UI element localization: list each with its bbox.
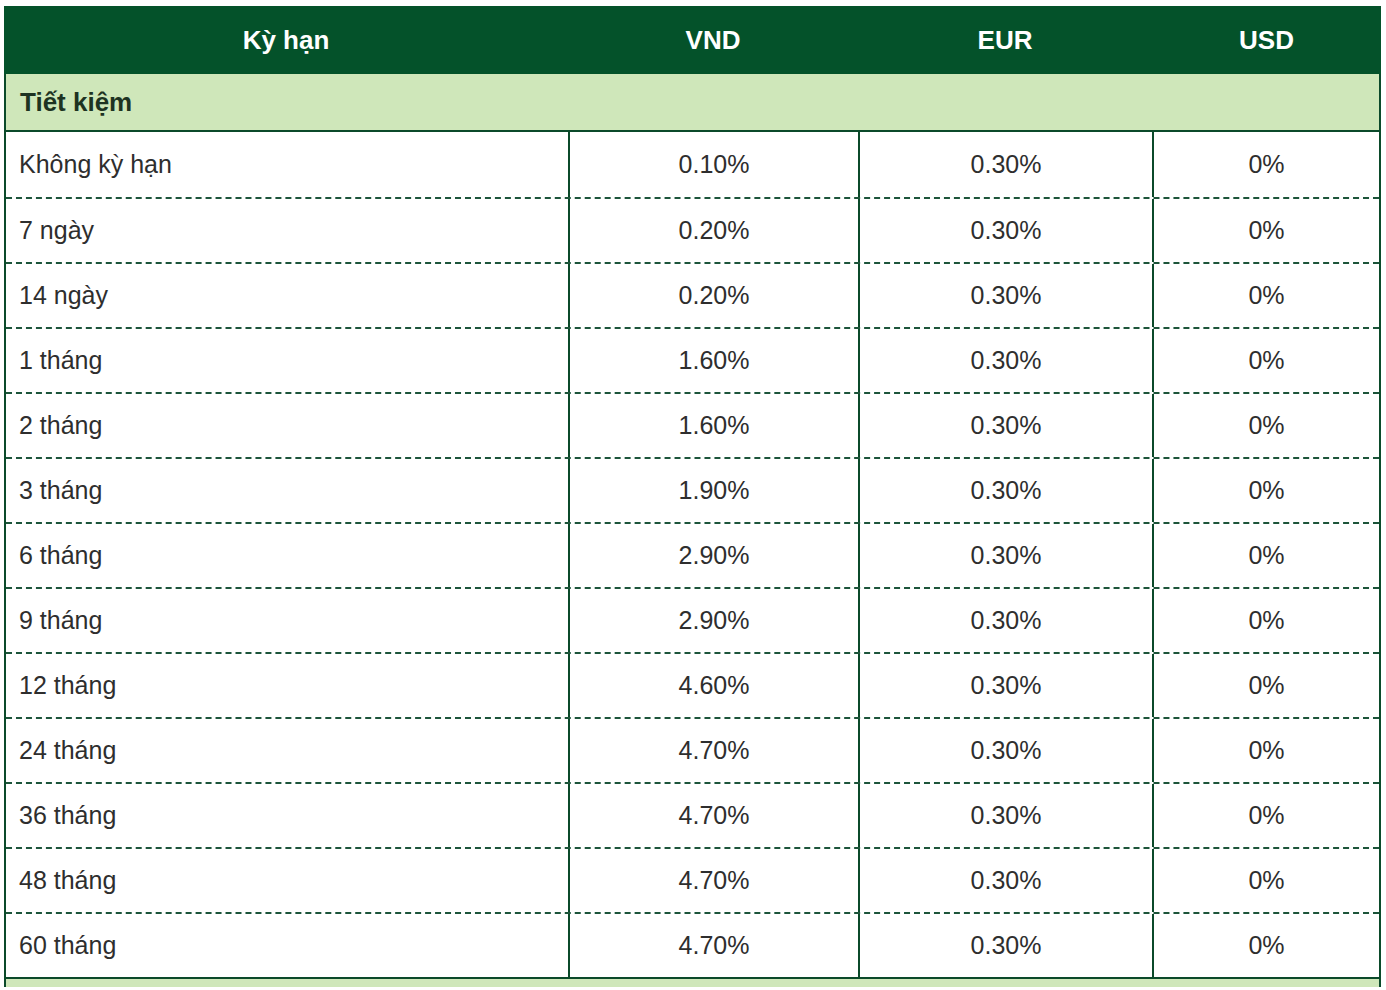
table-row: 7 ngày0.20%0.30%0% — [6, 197, 1379, 262]
rate-cell-eur: 0.30% — [858, 849, 1152, 912]
table-row: 3 tháng1.90%0.30%0% — [6, 457, 1379, 522]
rate-cell-eur: 0.30% — [858, 199, 1152, 262]
rate-cell-vnd: 1.60% — [568, 394, 858, 457]
rate-cell-vnd: 0.20% — [568, 199, 858, 262]
rate-cell-vnd: 2.90% — [568, 524, 858, 587]
rate-cell-eur: 0.30% — [858, 784, 1152, 847]
rate-cell-eur: 0.30% — [858, 132, 1152, 197]
rate-cell-vnd: 4.70% — [568, 849, 858, 912]
term-cell: 24 tháng — [6, 719, 568, 782]
table-row: 6 tháng2.90%0.30%0% — [6, 522, 1379, 587]
rate-cell-vnd: 4.60% — [568, 654, 858, 717]
rate-cell-eur: 0.30% — [858, 394, 1152, 457]
table-row: 36 tháng4.70%0.30%0% — [6, 782, 1379, 847]
rate-cell-eur: 0.30% — [858, 264, 1152, 327]
rate-cell-vnd: 4.70% — [568, 914, 858, 977]
rate-cell-eur: 0.30% — [858, 914, 1152, 977]
rate-cell-eur: 0.30% — [858, 524, 1152, 587]
term-cell: 9 tháng — [6, 589, 568, 652]
table-row: 60 tháng4.70%0.30%0% — [6, 912, 1379, 977]
table-row: 2 tháng1.60%0.30%0% — [6, 392, 1379, 457]
term-cell: 3 tháng — [6, 459, 568, 522]
table-header-row: Kỳ hạn VND EUR USD — [4, 6, 1381, 74]
rate-cell-vnd: 0.10% — [568, 132, 858, 197]
rate-cell-eur: 0.30% — [858, 329, 1152, 392]
column-header-vnd: VND — [568, 6, 858, 74]
rate-cell-usd: 0% — [1152, 914, 1379, 977]
rate-cell-usd: 0% — [1152, 654, 1379, 717]
rate-cell-vnd: 4.70% — [568, 719, 858, 782]
table-row: 14 ngày0.20%0.30%0% — [6, 262, 1379, 327]
rate-cell-usd: 0% — [1152, 589, 1379, 652]
term-cell: 12 tháng — [6, 654, 568, 717]
table-row: 1 tháng1.60%0.30%0% — [6, 327, 1379, 392]
table-row: 12 tháng4.60%0.30%0% — [6, 652, 1379, 717]
term-cell: 2 tháng — [6, 394, 568, 457]
term-cell: 14 ngày — [6, 264, 568, 327]
rate-cell-usd: 0% — [1152, 524, 1379, 587]
table-row: 9 tháng2.90%0.30%0% — [6, 587, 1379, 652]
table-body: Không kỳ hạn0.10%0.30%0%7 ngày0.20%0.30%… — [4, 132, 1381, 979]
rate-cell-eur: 0.30% — [858, 589, 1152, 652]
rate-cell-usd: 0% — [1152, 849, 1379, 912]
rate-cell-usd: 0% — [1152, 264, 1379, 327]
rate-cell-usd: 0% — [1152, 132, 1379, 197]
rate-cell-eur: 0.30% — [858, 719, 1152, 782]
rate-cell-eur: 0.30% — [858, 654, 1152, 717]
column-header-term: Kỳ hạn — [4, 6, 568, 74]
table-row: 24 tháng4.70%0.30%0% — [6, 717, 1379, 782]
rate-cell-usd: 0% — [1152, 459, 1379, 522]
next-section-partial-row — [4, 979, 1381, 987]
rate-cell-usd: 0% — [1152, 719, 1379, 782]
interest-rate-table: Kỳ hạn VND EUR USD Tiết kiệm Không kỳ hạ… — [4, 6, 1381, 987]
column-header-eur: EUR — [858, 6, 1152, 74]
term-cell: 1 tháng — [6, 329, 568, 392]
rate-cell-usd: 0% — [1152, 199, 1379, 262]
term-cell: 48 tháng — [6, 849, 568, 912]
rate-cell-vnd: 4.70% — [568, 784, 858, 847]
rate-cell-vnd: 0.20% — [568, 264, 858, 327]
term-cell: 36 tháng — [6, 784, 568, 847]
table-row: Không kỳ hạn0.10%0.30%0% — [6, 132, 1379, 197]
rate-cell-vnd: 1.60% — [568, 329, 858, 392]
table-row: 48 tháng4.70%0.30%0% — [6, 847, 1379, 912]
rate-cell-vnd: 2.90% — [568, 589, 858, 652]
rate-cell-vnd: 1.90% — [568, 459, 858, 522]
rate-cell-usd: 0% — [1152, 394, 1379, 457]
rate-cell-eur: 0.30% — [858, 459, 1152, 522]
term-cell: 6 tháng — [6, 524, 568, 587]
rate-cell-usd: 0% — [1152, 329, 1379, 392]
term-cell: Không kỳ hạn — [6, 132, 568, 197]
term-cell: 60 tháng — [6, 914, 568, 977]
term-cell: 7 ngày — [6, 199, 568, 262]
section-header-savings: Tiết kiệm — [4, 74, 1381, 132]
rate-cell-usd: 0% — [1152, 784, 1379, 847]
column-header-usd: USD — [1152, 6, 1381, 74]
